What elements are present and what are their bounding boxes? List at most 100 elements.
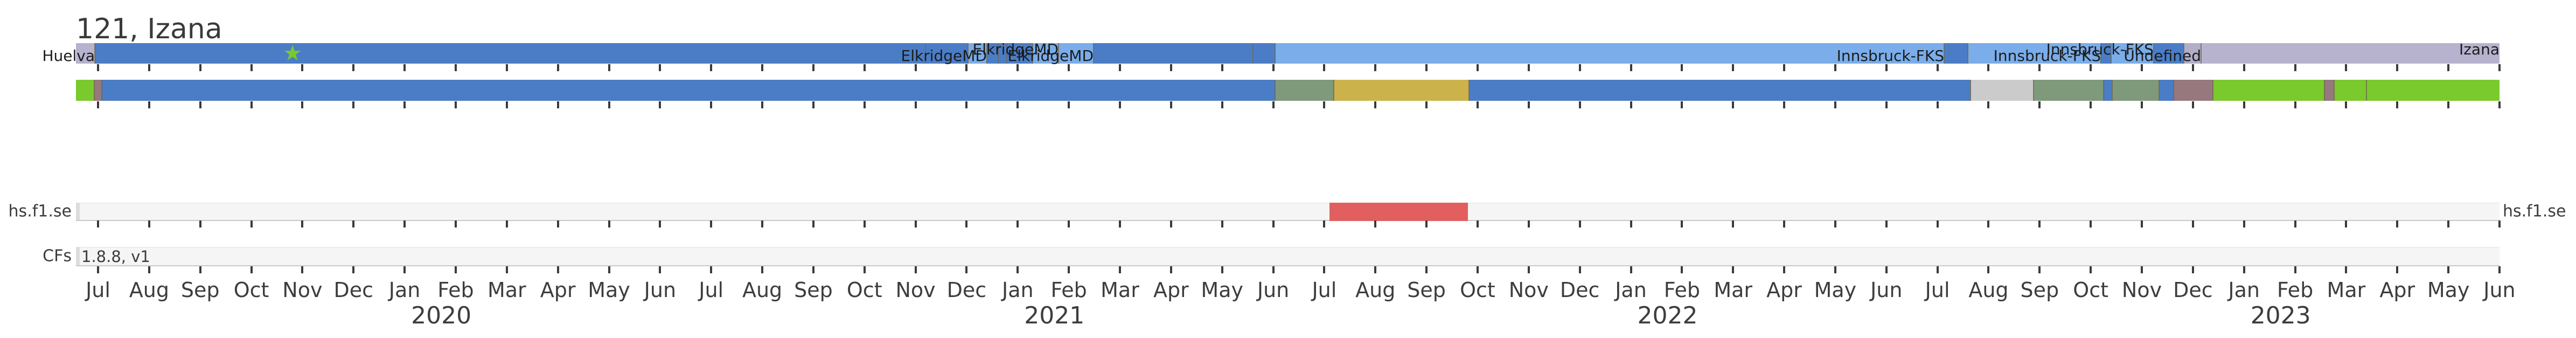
month-tick xyxy=(1017,64,1019,71)
bar-segment[interactable] xyxy=(95,43,925,64)
segment-divider xyxy=(101,80,102,101)
status-bar xyxy=(0,80,2576,101)
month-tick xyxy=(659,101,662,108)
month-tick xyxy=(1681,101,1683,108)
month-tick xyxy=(1834,64,1836,71)
page-title: 121, Izana xyxy=(76,13,222,45)
month-tick xyxy=(301,266,304,273)
bar-segment[interactable] xyxy=(1334,80,1469,101)
bar-segment[interactable] xyxy=(2112,80,2159,101)
bar-segment[interactable] xyxy=(94,80,102,101)
month-tick xyxy=(1834,266,1836,273)
track-segment[interactable] xyxy=(1329,203,1468,221)
bar-segment[interactable] xyxy=(987,43,998,64)
bar-segment[interactable] xyxy=(76,80,94,101)
month-tick xyxy=(2294,220,2296,227)
segment-divider xyxy=(1275,43,1276,64)
month-tick xyxy=(2396,101,2399,108)
bar-segment[interactable] xyxy=(76,43,95,64)
month-tick xyxy=(1272,64,1275,71)
month-tick xyxy=(1068,220,1070,227)
bar-segment[interactable] xyxy=(2159,80,2174,101)
bar-segment[interactable] xyxy=(1944,43,1968,64)
bar-segment[interactable] xyxy=(1971,80,2034,101)
bar-segment[interactable] xyxy=(1007,43,1033,64)
bar-segment[interactable] xyxy=(2174,80,2213,101)
month-tick xyxy=(1017,220,1019,227)
bar-segment[interactable] xyxy=(2184,43,2201,64)
month-tick xyxy=(659,220,662,227)
bar-segment[interactable] xyxy=(2334,80,2366,101)
bar-segment[interactable] xyxy=(1275,43,1944,64)
year-label: 2022 xyxy=(1637,302,1698,329)
month-tick xyxy=(301,64,304,71)
bar-segment[interactable] xyxy=(2111,43,2154,64)
month-tick xyxy=(199,101,201,108)
month-tick xyxy=(454,220,457,227)
bar-segment[interactable] xyxy=(1094,43,1253,64)
month-tick xyxy=(97,220,99,227)
month-tick xyxy=(2038,266,2041,273)
month-tick xyxy=(1783,101,1786,108)
bar-segment[interactable] xyxy=(2366,80,2500,101)
month-tick xyxy=(556,266,559,273)
month-tick xyxy=(2141,64,2143,71)
bar-segment[interactable] xyxy=(2101,43,2111,64)
month-tick xyxy=(2396,220,2399,227)
bar-segment[interactable] xyxy=(2201,43,2500,64)
month-label: Mar xyxy=(487,278,526,302)
bar-segment[interactable] xyxy=(998,43,1007,64)
bar-segment[interactable] xyxy=(1469,80,1971,101)
bar-segment[interactable] xyxy=(968,43,987,64)
month-tick xyxy=(710,266,713,273)
month-tick xyxy=(1578,101,1581,108)
month-label: Feb xyxy=(1663,278,1700,302)
month-tick xyxy=(1374,64,1377,71)
month-tick xyxy=(1783,64,1786,71)
bar-segment[interactable] xyxy=(2154,43,2184,64)
month-tick xyxy=(1119,266,1121,273)
month-tick xyxy=(2447,64,2450,71)
month-tick xyxy=(2090,266,2092,273)
bar-segment[interactable] xyxy=(1968,43,2101,64)
month-tick xyxy=(1783,266,1786,273)
month-label: Apr xyxy=(1153,278,1189,302)
month-tick xyxy=(965,220,968,227)
month-tick xyxy=(1732,266,1735,273)
bar-segment[interactable] xyxy=(102,80,1275,101)
bar-segment[interactable] xyxy=(1059,43,1094,64)
bar-segment[interactable] xyxy=(2213,80,2324,101)
bar-segment[interactable] xyxy=(925,43,968,64)
bar-segment-label: Innsbruck-FKS xyxy=(1993,47,2101,65)
cfs-track: 1.8.8, v1 CFs xyxy=(0,246,2576,266)
hs-track-band[interactable] xyxy=(76,203,2500,221)
month-tick xyxy=(1476,101,1479,108)
month-tick xyxy=(1323,64,1326,71)
bar-segment[interactable] xyxy=(1033,43,1059,64)
bar-segment[interactable] xyxy=(2104,80,2112,101)
month-label: Jul xyxy=(699,278,724,302)
bar-segment[interactable] xyxy=(1275,80,1334,101)
segment-divider xyxy=(1944,43,1945,64)
month-tick xyxy=(250,101,253,108)
segment-divider xyxy=(1032,43,1033,64)
month-tick xyxy=(2498,101,2501,108)
bar-segment[interactable] xyxy=(2034,80,2104,101)
bar-segment[interactable] xyxy=(2324,80,2334,101)
month-tick xyxy=(1323,266,1326,273)
month-tick xyxy=(761,266,764,273)
cfs-track-band[interactable]: 1.8.8, v1 xyxy=(76,247,2500,266)
month-tick xyxy=(250,220,253,227)
month-tick xyxy=(2090,101,2092,108)
month-label: Dec xyxy=(1559,278,1600,302)
month-tick xyxy=(1578,266,1581,273)
bar-segment[interactable] xyxy=(1253,43,1275,64)
segment-divider xyxy=(986,43,987,64)
bar-segment-label: Huelva xyxy=(42,47,95,65)
month-label: Nov xyxy=(1508,278,1549,302)
month-tick xyxy=(1119,101,1121,108)
month-tick xyxy=(1578,220,1581,227)
month-label: May xyxy=(1201,278,1243,302)
segment-divider xyxy=(998,43,999,64)
segment-divider xyxy=(2324,80,2325,101)
